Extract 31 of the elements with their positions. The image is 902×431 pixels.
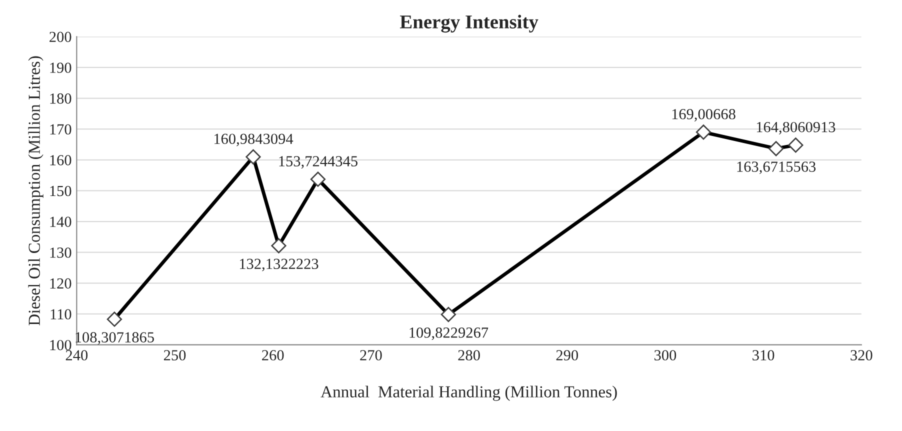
x-tick-label: 320 (850, 350, 872, 360)
y-tick-label: 130 (50, 247, 72, 258)
data-label: 153,7244345 (279, 156, 358, 169)
x-tick-label: 310 (752, 350, 774, 360)
y-tick-label: 190 (50, 62, 72, 73)
y-tick-label: 180 (50, 93, 72, 104)
data-label: 163,6715563 (737, 162, 816, 174)
x-tick-label: 250 (164, 350, 186, 360)
data-label: 160,9843094 (214, 134, 294, 146)
chart-title: Energy Intensity (400, 14, 538, 33)
x-tick-label: 270 (360, 350, 382, 360)
x-tick-label: 290 (556, 350, 578, 360)
data-label: 132,1322223 (240, 258, 318, 272)
y-tick-label: 100 (50, 340, 72, 350)
y-tick-label: 200 (50, 32, 72, 42)
data-label: 164,8060913 (756, 122, 836, 134)
y-tick-label: 160 (50, 155, 72, 166)
x-tick-label: 280 (458, 350, 480, 360)
data-label: 169,00668 (672, 108, 736, 122)
y-tick-label: 120 (50, 278, 72, 289)
y-axis-title: Diesel Oil Consumption (Million Litres) (28, 56, 44, 326)
x-axis-title: Annual Material Handling (Million Tonnes) (320, 386, 617, 401)
data-label: 108,3071865 (76, 332, 154, 345)
x-tick-label: 240 (66, 350, 88, 360)
y-tick-label: 150 (50, 186, 72, 196)
x-tick-label: 300 (654, 350, 676, 360)
x-tick-label: 260 (262, 350, 284, 360)
y-tick-label: 140 (50, 216, 72, 227)
y-tick-label: 170 (50, 124, 72, 135)
y-tick-label: 110 (50, 309, 72, 320)
data-label: 109,8229267 (410, 327, 488, 340)
